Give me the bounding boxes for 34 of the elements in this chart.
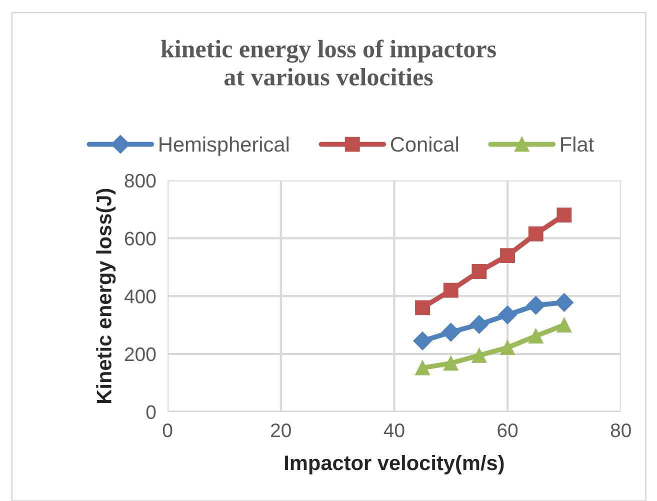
point <box>498 306 517 324</box>
y-tick-label: 800 <box>124 174 156 188</box>
point <box>413 332 432 350</box>
x-tick-label: 40 <box>384 423 404 438</box>
point <box>528 328 544 344</box>
x-tick-label: 20 <box>271 423 291 438</box>
point <box>500 340 515 356</box>
point <box>442 322 460 342</box>
y-tick-label: 400 <box>124 290 156 304</box>
point <box>415 360 430 376</box>
legend-label: Hemispherical <box>160 136 289 156</box>
point <box>472 348 487 363</box>
point <box>470 315 489 334</box>
x-tick-label: 60 <box>498 423 518 438</box>
point <box>472 264 487 279</box>
point <box>415 300 430 316</box>
x-tick-label: 80 <box>610 423 631 438</box>
legend-label: Conical <box>390 136 458 152</box>
point <box>526 296 546 315</box>
point <box>443 356 458 371</box>
chart-title: kinetic energy loss of impactors at various velocities <box>161 40 496 86</box>
point <box>556 318 572 332</box>
y-tick-label: 0 <box>146 405 156 420</box>
point <box>528 226 544 242</box>
x-axis-title: Impactor velocity(m/s) <box>285 454 504 474</box>
y-tick-label: 200 <box>124 347 156 362</box>
point <box>443 282 458 298</box>
y-tick-label: 600 <box>124 232 156 246</box>
y-axis-title: Kinetic energy loss(J) <box>96 188 116 403</box>
point <box>500 248 515 264</box>
legend-label: Flat <box>561 136 594 152</box>
point <box>556 208 572 223</box>
x-tick-label: 0 <box>162 423 172 438</box>
point <box>554 293 574 312</box>
